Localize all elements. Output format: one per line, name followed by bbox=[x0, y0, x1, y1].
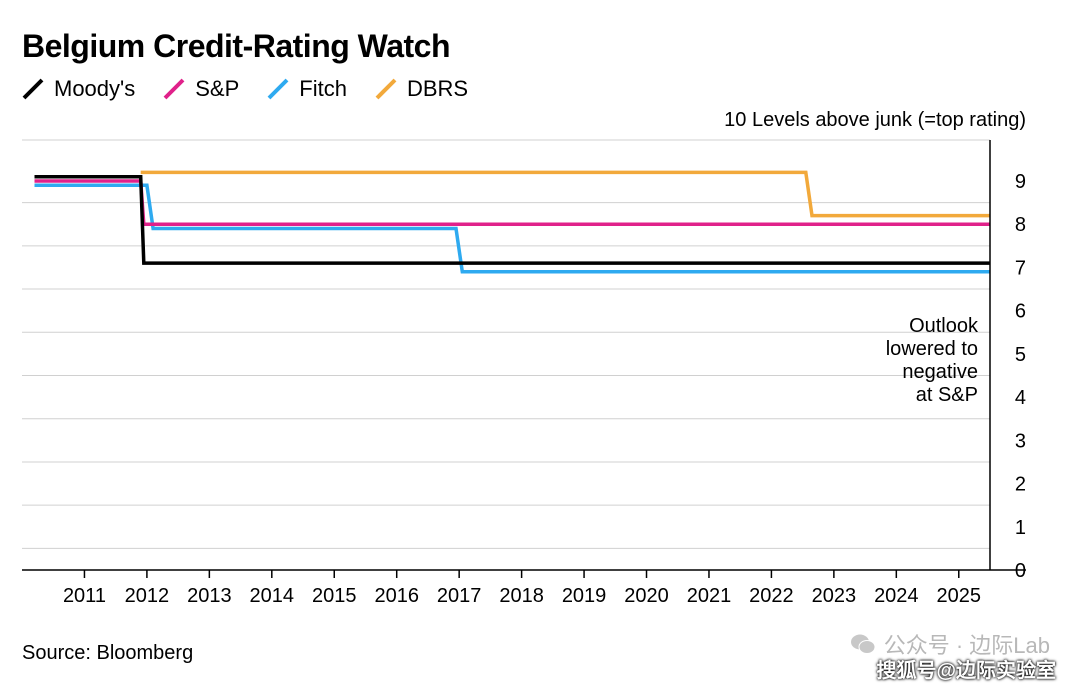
grid bbox=[22, 139, 990, 549]
x-tick-label: 2011 bbox=[63, 585, 106, 607]
watermark-text: 公众号 · 边际Lab bbox=[883, 633, 1050, 658]
series-line-moody-s bbox=[34, 174, 990, 265]
x-tick-label: 2022 bbox=[749, 585, 794, 607]
legend-label-fitch: Fitch bbox=[299, 76, 347, 101]
legend-item-fitch: Fitch bbox=[267, 76, 347, 102]
y-tick-label: 4 bbox=[1015, 387, 1026, 409]
y-tick-label: 3 bbox=[1015, 430, 1026, 452]
series-line-fitch bbox=[34, 183, 990, 274]
y-tick-label: 2 bbox=[1015, 474, 1026, 496]
annotation-outlook: Outlook lowered to negative at S&P bbox=[886, 315, 979, 406]
y-axis-label: 10 Levels above junk (=top rating) bbox=[724, 109, 1026, 131]
legend-swatch-dbrs bbox=[375, 78, 397, 100]
annotation-line: Outlook bbox=[909, 315, 979, 337]
legend-label-s-p: S&P bbox=[195, 76, 240, 101]
legend-swatch-s-p bbox=[163, 78, 185, 100]
x-tick-label: 2014 bbox=[250, 585, 295, 607]
x-tick-label: 2024 bbox=[874, 585, 919, 607]
y-tick-label: 7 bbox=[1015, 257, 1026, 279]
watermark-text-secondary: 搜狐号@边际实验室 bbox=[876, 660, 1056, 682]
legend-swatch-moody-s bbox=[22, 78, 44, 100]
legend-label-moody-s: Moody's bbox=[54, 76, 136, 101]
x-tick-label: 2015 bbox=[312, 585, 357, 607]
y-tick-label: 9 bbox=[1015, 171, 1026, 193]
annotation-line: at S&P bbox=[916, 384, 978, 406]
x-tick-label: 2019 bbox=[562, 585, 607, 607]
x-tick-label: 2012 bbox=[125, 585, 170, 607]
source-note: Source: Bloomberg bbox=[22, 642, 194, 664]
series-line-dbrs bbox=[140, 170, 990, 218]
axes: 0 1 2 3 4 5 6 7 8 9 2011 2012 2013 2014 2015 2016 2017 20… bbox=[22, 140, 1026, 607]
series-group bbox=[34, 170, 990, 274]
legend-swatch-fitch bbox=[267, 78, 289, 100]
legend-item-dbrs: DBRS bbox=[375, 76, 468, 102]
x-tick-label: 2016 bbox=[374, 585, 419, 607]
x-tick-label: 2025 bbox=[937, 585, 982, 607]
x-tick-label: 2018 bbox=[499, 585, 544, 607]
watermark: 公众号 · 边际Lab bbox=[850, 628, 1050, 660]
chart-title: Belgium Credit-Rating Watch bbox=[22, 28, 450, 64]
y-tick-label: 1 bbox=[1015, 517, 1026, 539]
legend-item-s-p: S&P bbox=[163, 76, 239, 102]
legend-item-moody-s: Moody's bbox=[22, 76, 135, 102]
wechat-icon bbox=[850, 634, 876, 654]
line-chart: 10 Levels above junk (=top rating) 0 1 2 3 4… bbox=[22, 109, 1026, 607]
y-tick-label: 8 bbox=[1015, 214, 1026, 236]
x-tick-label: 2017 bbox=[437, 585, 482, 607]
y-tick-label: 0 bbox=[1015, 560, 1026, 582]
legend: Moody's S&P Fitch DBRS bbox=[22, 76, 468, 102]
legend-label-dbrs: DBRS bbox=[406, 76, 469, 101]
x-tick-label: 2013 bbox=[187, 585, 232, 607]
annotation-line: negative bbox=[902, 361, 978, 383]
x-tick-label: 2020 bbox=[624, 585, 669, 607]
y-tick-label: 5 bbox=[1015, 344, 1026, 366]
annotation-line: lowered to bbox=[886, 338, 978, 360]
x-tick-label: 2023 bbox=[812, 585, 857, 607]
x-tick-label: 2021 bbox=[687, 585, 732, 607]
y-tick-label: 6 bbox=[1015, 301, 1026, 323]
